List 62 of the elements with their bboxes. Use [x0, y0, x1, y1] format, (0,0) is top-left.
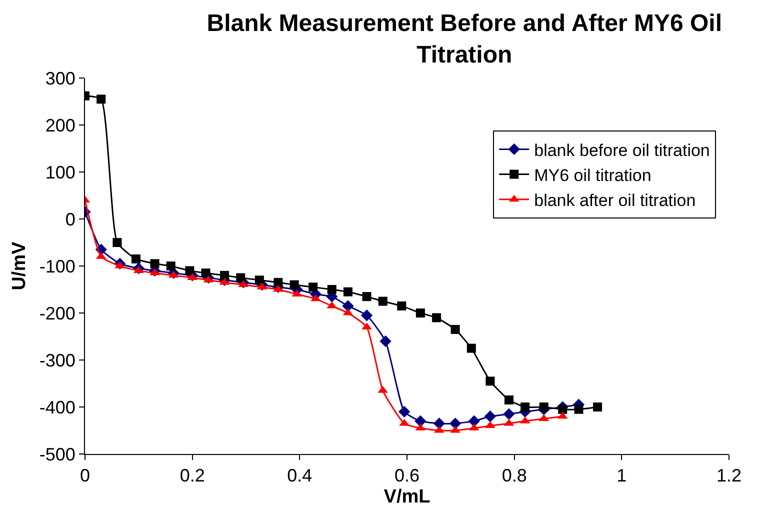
- y-tick-label: 200: [45, 115, 76, 136]
- point: [486, 376, 495, 386]
- y-axis-title: U/mV: [9, 241, 30, 290]
- legend-label: blank after oil titration: [534, 191, 696, 210]
- point: [185, 266, 194, 276]
- point: [274, 278, 283, 287]
- y-tick-label: -200: [39, 303, 76, 324]
- point: [378, 296, 388, 306]
- point: [433, 418, 446, 430]
- point: [362, 292, 372, 302]
- point: [414, 415, 426, 427]
- point: [520, 402, 530, 412]
- point: [449, 418, 462, 430]
- x-tick-label: 0.2: [180, 466, 205, 486]
- legend-label: MY6 oil titration: [534, 166, 652, 185]
- point: [201, 268, 210, 278]
- point: [380, 335, 392, 348]
- y-tick-label: -300: [39, 350, 76, 370]
- x-tick-label: 0.4: [287, 466, 312, 486]
- point: [131, 254, 140, 264]
- y-tick-label: -100: [39, 256, 76, 276]
- point: [503, 408, 515, 420]
- chart-title: Blank Measurement Before and After MY6 Oil Titration: [206, 10, 722, 68]
- point: [220, 270, 230, 280]
- point: [593, 402, 602, 412]
- point: [96, 94, 106, 104]
- point: [150, 259, 160, 268]
- y-tick-label: -400: [39, 397, 76, 418]
- point: [327, 285, 336, 294]
- point: [397, 301, 406, 310]
- y-tick-label: 0: [65, 209, 76, 230]
- point: [342, 300, 354, 312]
- y-tick-label: -500: [39, 444, 76, 464]
- point: [484, 410, 496, 422]
- point: [558, 404, 568, 414]
- point: [539, 402, 548, 412]
- point: [360, 310, 373, 322]
- point: [398, 406, 410, 418]
- x-tick-label: 0: [80, 466, 90, 486]
- point: [468, 415, 480, 427]
- y-tick-label: 100: [45, 162, 76, 182]
- point: [290, 280, 299, 290]
- legend-label: blank before oil titration: [534, 140, 710, 160]
- x-tick-label: 1: [616, 466, 627, 486]
- point: [574, 404, 584, 414]
- x-tick-label: 0.8: [502, 466, 527, 486]
- x-tick-label: 1.2: [716, 466, 742, 486]
- y-tick-label: 300: [45, 68, 76, 88]
- point: [450, 324, 460, 334]
- point: [236, 273, 246, 282]
- x-axis-title: V/mL: [384, 486, 431, 508]
- point: [310, 294, 321, 302]
- point: [432, 313, 442, 322]
- point: [254, 276, 264, 285]
- point: [504, 395, 514, 404]
- point: [166, 262, 176, 270]
- point: [466, 344, 476, 353]
- point: [343, 287, 352, 296]
- point: [112, 238, 122, 247]
- point: [416, 308, 425, 318]
- point: [308, 282, 318, 292]
- x-tick-label: 0.6: [394, 466, 420, 486]
